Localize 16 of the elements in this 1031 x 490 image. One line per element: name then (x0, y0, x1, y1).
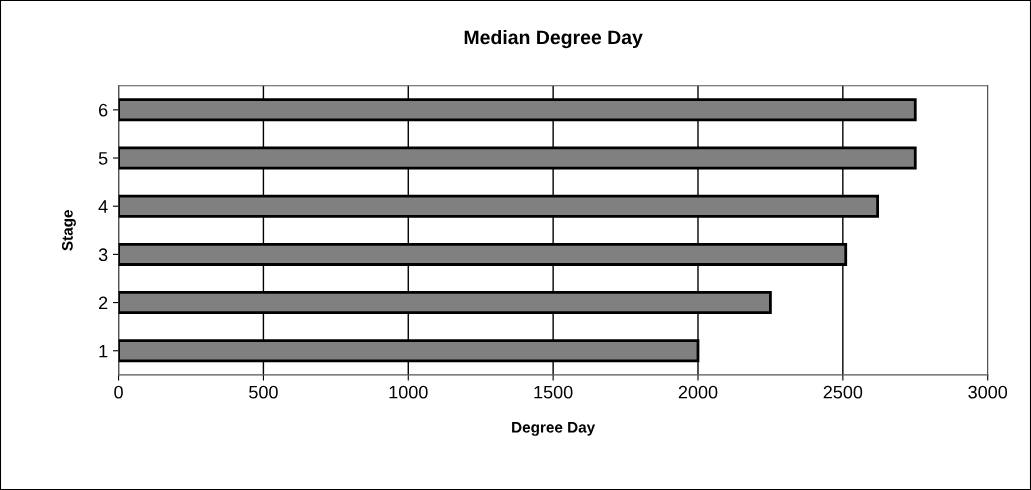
x-tick-label: 0 (114, 385, 123, 399)
y-tick-label: 1 (99, 344, 108, 358)
x-tick-label: 2000 (678, 385, 718, 399)
x-tick-label: 1000 (389, 385, 428, 399)
x-tick-label: 2500 (823, 385, 863, 399)
x-axis-title: Degree Day (512, 422, 596, 436)
x-tick-label: 3000 (968, 385, 1008, 399)
y-tick-label: 3 (98, 248, 108, 262)
y-tick-label: 2 (99, 296, 108, 310)
y-tick-label: 4 (98, 200, 108, 213)
y-tick-label: 5 (98, 152, 108, 165)
y-tick-label: 6 (99, 103, 108, 117)
x-tick-label: 500 (249, 385, 278, 399)
y-axis-title: Stage (61, 210, 76, 251)
x-tick-label: 1500 (534, 385, 573, 399)
chart-title: Median Degree Day (464, 29, 643, 49)
